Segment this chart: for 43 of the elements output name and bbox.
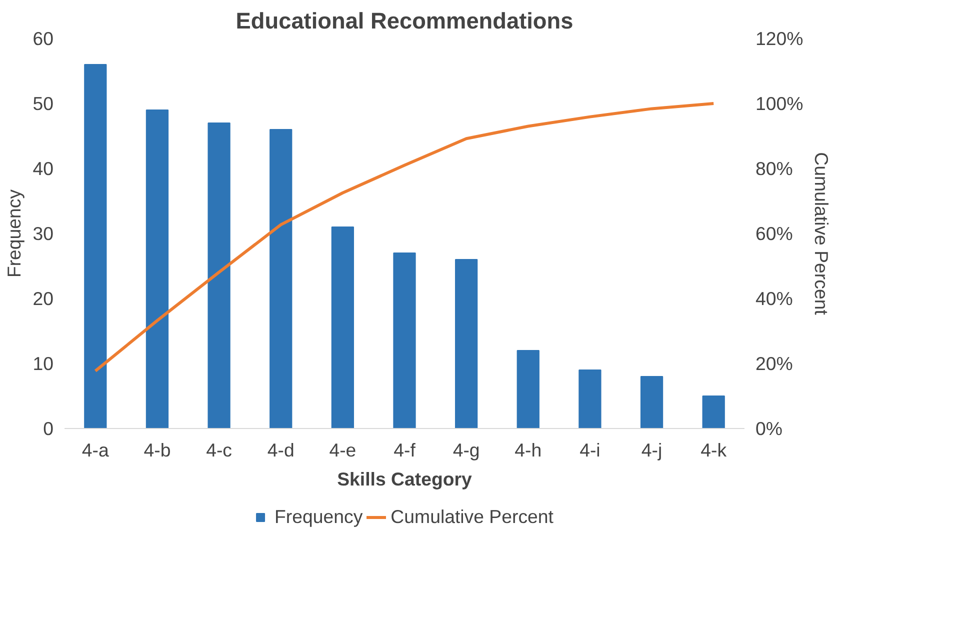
bar bbox=[393, 252, 416, 428]
bar bbox=[146, 110, 169, 428]
y2-tick-label: 100% bbox=[756, 93, 804, 114]
bar bbox=[331, 226, 354, 428]
bar bbox=[84, 64, 107, 428]
legend-label: Cumulative Percent bbox=[390, 506, 554, 528]
x-tick-label: 4-e bbox=[329, 440, 356, 460]
y2-tick-label: 40% bbox=[756, 288, 793, 309]
x-axis-title: Skills Category bbox=[337, 468, 473, 490]
bar bbox=[208, 122, 230, 428]
y-tick-label: 50 bbox=[32, 93, 54, 114]
y2-tick-label: 60% bbox=[756, 223, 793, 244]
chart-title: Educational Recommendations bbox=[236, 8, 574, 34]
y2-tick-label: 20% bbox=[756, 353, 793, 374]
y2-tick-label: 0% bbox=[756, 418, 782, 439]
y2-tick-label: 120% bbox=[756, 28, 804, 49]
y2-axis-title: Cumulative Percent bbox=[811, 152, 832, 316]
x-tick-label: 4-i bbox=[580, 440, 600, 460]
y2-tick-label: 80% bbox=[756, 158, 793, 179]
x-tick-label: 4-g bbox=[452, 440, 480, 460]
bar bbox=[455, 259, 478, 428]
x-tick-label: 4-f bbox=[394, 440, 416, 460]
legend-label: Frequency bbox=[274, 506, 363, 528]
bar bbox=[640, 376, 664, 428]
y-tick-label: 0 bbox=[43, 418, 54, 439]
bar bbox=[516, 350, 540, 428]
y-tick-label: 20 bbox=[32, 288, 54, 309]
bar bbox=[270, 129, 292, 428]
y-tick-label: 10 bbox=[32, 353, 54, 374]
bar bbox=[702, 396, 725, 428]
x-tick-label: 4-h bbox=[514, 440, 542, 460]
x-tick-label: 4-b bbox=[144, 440, 171, 460]
x-tick-label: 4-j bbox=[641, 440, 662, 460]
y-tick-label: 40 bbox=[32, 158, 54, 179]
y-tick-label: 60 bbox=[32, 28, 54, 49]
x-tick-label: 4-a bbox=[82, 440, 110, 460]
x-tick-label: 4-k bbox=[700, 440, 728, 460]
line-series bbox=[94, 102, 716, 372]
y-axis-title: Frequency bbox=[4, 188, 25, 278]
x-tick-label: 4-c bbox=[206, 440, 232, 460]
bar bbox=[578, 370, 602, 428]
x-tick-label: 4-d bbox=[267, 440, 294, 460]
y-tick-label: 30 bbox=[32, 223, 54, 244]
